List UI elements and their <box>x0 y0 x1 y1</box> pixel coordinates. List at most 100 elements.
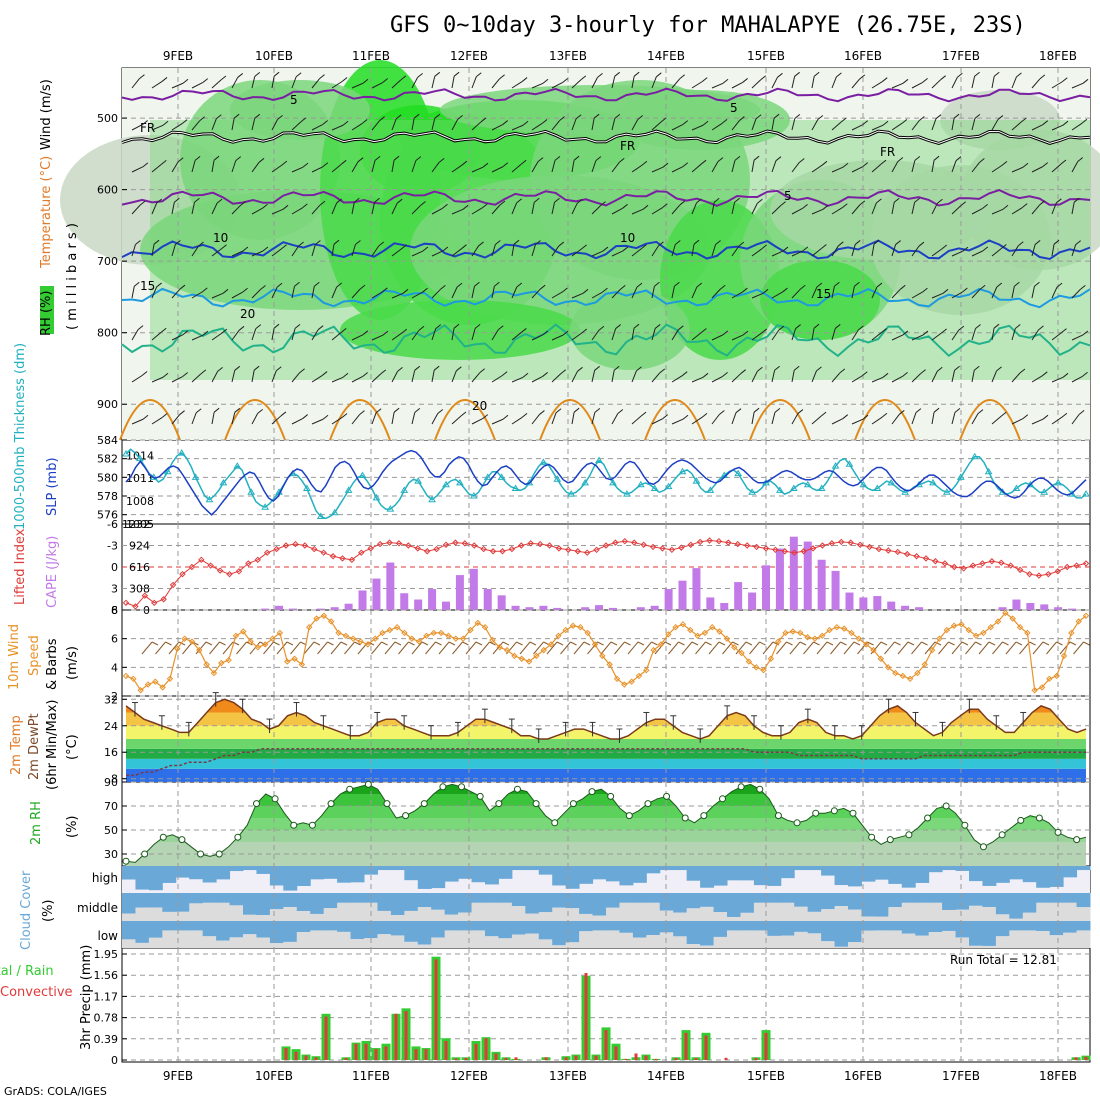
wind10-speed-point <box>958 621 965 628</box>
precip-conv-bar <box>404 1011 408 1060</box>
wind-barb <box>491 418 504 425</box>
bottom-date-label: 15FEB <box>747 1069 785 1083</box>
wind-barb <box>991 328 995 341</box>
temperature-line <box>125 698 1087 740</box>
wind-barb <box>891 161 899 173</box>
wind-barb <box>431 250 444 257</box>
wind-barb-flag <box>380 369 387 375</box>
lifted-index-point <box>715 537 723 545</box>
wind-barb <box>571 202 578 215</box>
wind-barb <box>271 164 283 173</box>
wind-barb <box>271 286 278 299</box>
lifted-index-point <box>725 539 732 546</box>
cloud-gap <box>283 907 298 921</box>
cloud-cell <box>982 866 997 886</box>
wind-barb-flag <box>576 198 583 204</box>
cloud-gap <box>458 912 473 921</box>
wind-barb <box>211 118 217 131</box>
wind-barb-flag <box>374 156 381 161</box>
wind-barb <box>471 286 475 299</box>
cape-bar <box>1054 607 1063 610</box>
wind-barb <box>151 331 162 341</box>
wind-barb <box>1071 244 1077 257</box>
wind10-barb-flag <box>867 641 874 646</box>
wind10-barb-flag <box>786 641 793 646</box>
wind-barb-flag <box>996 366 1002 372</box>
wind-barb-flag <box>202 78 209 83</box>
wind-barb-flag <box>322 414 329 420</box>
wind-barb-flag <box>918 241 925 247</box>
cloud-cell <box>619 893 634 903</box>
wind-barb-flag <box>277 114 283 120</box>
cloud-cell <box>888 893 903 908</box>
wind10-speed-point <box>525 658 533 665</box>
cloud-cell <box>1049 893 1064 903</box>
wind-barb-flag <box>859 74 866 80</box>
wind10-speed-point <box>269 635 276 642</box>
wind-barb-flag <box>941 328 947 334</box>
wind-barb <box>671 286 675 299</box>
cloud-gap <box>189 930 204 948</box>
wind-barb <box>1051 286 1058 299</box>
wind-barb <box>391 371 398 383</box>
wind-barb <box>171 288 181 299</box>
cloud-gap <box>565 908 580 921</box>
wind-barb <box>191 160 196 173</box>
wind-barb-flag <box>873 239 880 245</box>
cape-bar <box>261 608 270 610</box>
top-date-label: 18FEB <box>1039 49 1077 63</box>
cloud-gap <box>1049 902 1064 921</box>
wind10-speed-point <box>1031 687 1038 694</box>
cloud-gap <box>256 915 271 921</box>
wind-barb <box>251 413 259 425</box>
rh-point <box>122 857 130 865</box>
thickness-line-point <box>817 484 826 492</box>
wind-barb-flag <box>298 241 304 247</box>
wind10-barb <box>938 641 949 655</box>
wind-barb-flag <box>816 366 822 372</box>
wind-barb <box>171 334 184 341</box>
y-tick-label: 6 <box>111 633 118 646</box>
wind-barb-flag <box>902 330 909 336</box>
wind-barb-flag <box>156 282 162 288</box>
wind-barb <box>931 118 937 131</box>
wind-barb <box>451 119 459 131</box>
cloud-cell <box>552 921 567 946</box>
wind10-speed-point <box>936 635 943 642</box>
wind10-barb <box>479 641 490 655</box>
wind-barb-flag <box>322 162 329 168</box>
cloud-gap <box>364 938 378 948</box>
wind10-speed-point <box>848 629 855 637</box>
wind-barb-flag <box>437 409 444 414</box>
wind10m-label-c: & Barbs <box>45 638 60 690</box>
wind-barb <box>171 202 175 215</box>
wind-barb <box>1031 329 1039 341</box>
wind10-barb-flag <box>799 641 807 646</box>
lifted-index-point <box>1016 566 1024 574</box>
cloud-cell <box>498 893 513 903</box>
cloud-gap <box>175 911 190 921</box>
cape-bar <box>706 597 715 610</box>
cloud-cell <box>1009 921 1024 931</box>
wind-barb-flag <box>340 327 347 333</box>
wind-barb <box>611 207 623 215</box>
wind-barb-flag <box>614 71 621 77</box>
wind-barb-flag <box>775 156 782 162</box>
wind-barb <box>691 376 704 383</box>
wind-barb-flag <box>575 114 582 120</box>
wind-barb-flag <box>475 72 482 78</box>
cape-bar <box>511 605 520 610</box>
cloud-cell <box>1076 921 1091 931</box>
wind-barb <box>491 166 504 173</box>
cape-bar <box>720 603 729 610</box>
wind-barb <box>731 81 743 89</box>
wind-barb-flag <box>142 162 149 168</box>
wind-barb <box>651 121 662 131</box>
wind10-speed-point <box>423 632 430 640</box>
precip-conv-bar <box>704 1035 708 1060</box>
wind-barb-flag <box>761 244 767 250</box>
cloud-cell <box>1076 893 1091 908</box>
wind-barb-flag <box>901 118 908 124</box>
temp-contour-25 <box>224 399 286 441</box>
